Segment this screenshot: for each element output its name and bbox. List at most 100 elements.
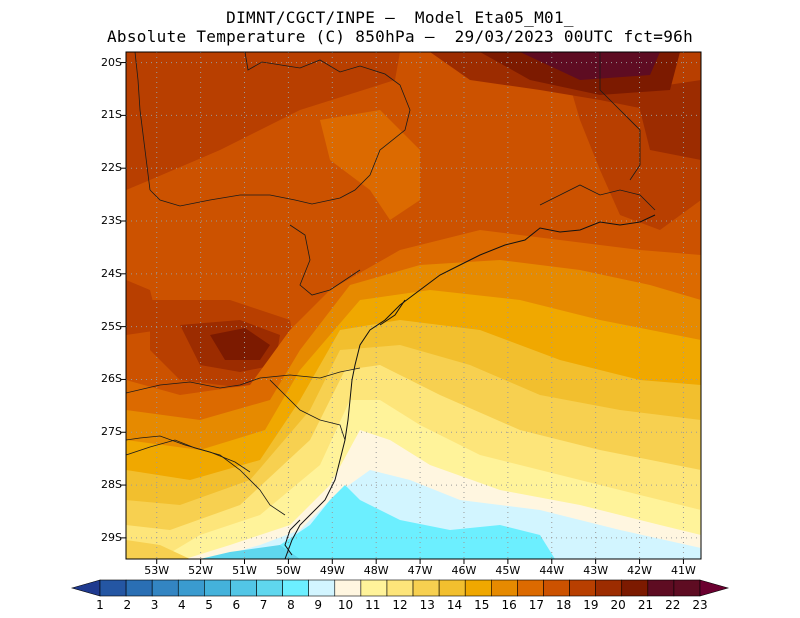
colorbar-box	[308, 579, 336, 597]
lat-label: 20S	[101, 55, 122, 69]
colorbar-label: 16	[501, 598, 517, 612]
field-8c-sw	[200, 545, 300, 559]
lon-label: 52W	[188, 564, 214, 577]
colorbar-label: 5	[205, 598, 213, 612]
border-ms-west	[134, 52, 151, 191]
colorbar	[70, 579, 730, 597]
colorbar-label: 8	[287, 598, 295, 612]
colorbar-label: 3	[150, 598, 159, 612]
colorbar-box	[621, 579, 649, 597]
colorbar-label: 23	[692, 598, 708, 612]
colorbar-label: 4	[177, 598, 186, 612]
colorbar-label: 10	[337, 598, 354, 612]
lat-label: 27S	[101, 425, 122, 439]
field-9c	[240, 485, 555, 559]
lon-label: 50W	[275, 564, 301, 577]
border-mg-es	[599, 52, 641, 181]
field-24c-north	[520, 52, 660, 80]
colorbar-box	[464, 579, 492, 597]
coastline	[284, 214, 656, 559]
colorbar-box	[438, 579, 466, 597]
border-sc-rs	[269, 379, 346, 441]
colorbar-label: 7	[259, 598, 268, 612]
lagoa-dos-patos	[284, 519, 301, 556]
field-23c-hotspot	[210, 328, 270, 360]
colorbar-box	[569, 579, 596, 597]
lon-label: 47W	[407, 564, 433, 577]
colorbar-label: 19	[583, 598, 599, 612]
colorbar-box	[412, 579, 440, 597]
lon-label: 49W	[319, 564, 345, 577]
lat-label: 28S	[101, 478, 122, 492]
lon-label: 42W	[627, 564, 652, 577]
colorbar-box	[177, 579, 205, 597]
lat-label: 22S	[101, 161, 122, 175]
field-14c-sw-corner	[126, 540, 190, 559]
colorbar-label: 1	[96, 598, 104, 612]
paranagua-bay	[379, 299, 406, 326]
lat-lon-grid	[126, 52, 701, 559]
lon-label: 48W	[363, 564, 389, 577]
colorbar-label: 6	[232, 598, 241, 612]
lat-label: 25S	[101, 319, 122, 333]
colorbar-box	[99, 579, 127, 597]
colorbar-box	[125, 579, 153, 597]
lat-label: 29S	[101, 530, 122, 544]
lat-label: 21S	[101, 108, 122, 122]
temperature-field	[126, 52, 701, 559]
colorbar-label: 20	[610, 598, 626, 612]
political-boundaries	[126, 52, 656, 516]
field-21c-west	[126, 280, 160, 335]
lon-label: 44W	[539, 564, 565, 577]
colorbar-label: 21	[637, 598, 654, 612]
map-title-line1: DIMNT/CGCT/INPE – Model Eta05_M01_	[226, 8, 574, 27]
lon-label: 51W	[232, 564, 257, 577]
lat-label: 24S	[101, 266, 122, 280]
border-rj	[539, 184, 656, 211]
lon-label: 43W	[583, 564, 609, 577]
lon-label: 53W	[144, 564, 170, 577]
axis-ticks	[121, 62, 684, 564]
colorbar-box	[673, 579, 701, 597]
colorbar-label: 14	[446, 598, 463, 612]
colorbar-label: 12	[392, 598, 408, 612]
colorbar-label: 17	[528, 598, 544, 612]
lat-label: 23S	[101, 214, 122, 227]
lon-label: 41W	[671, 564, 696, 577]
colorbar-label: 11	[365, 598, 381, 612]
field-22c-east	[635, 80, 701, 160]
map-title-line2: Absolute Temperature (C) 850hPa – 29/03/…	[106, 27, 694, 46]
border-pr-sp	[289, 224, 361, 296]
colorbar-box	[151, 579, 179, 597]
field-21c-northwest	[126, 52, 400, 190]
colorbar-box	[595, 579, 623, 597]
colorbar-box	[386, 579, 414, 597]
colorbar-label: 9	[314, 598, 322, 612]
colorbar-label: 22	[665, 598, 681, 612]
colorbar-label: 2	[123, 598, 132, 612]
border-rs-argentina	[126, 435, 251, 473]
colorbar-underflow-triangle	[70, 579, 101, 597]
colorbar-box	[517, 579, 544, 597]
colorbar-label: 18	[555, 598, 572, 612]
border-sc-pr	[126, 367, 361, 394]
colorbar-box	[647, 579, 675, 597]
colorbar-label: 13	[419, 598, 435, 612]
lat-label: 26S	[101, 372, 122, 386]
colorbar-box	[360, 579, 388, 597]
colorbar-box	[543, 579, 570, 597]
colorbar-box	[204, 579, 231, 597]
lon-label: 46W	[451, 564, 477, 577]
map-frame	[125, 51, 702, 560]
colorbar-box	[334, 579, 362, 597]
coastline-main	[284, 214, 656, 559]
colorbar-overflow-triangle	[699, 579, 730, 597]
border-ms-mg-sp	[149, 52, 411, 207]
colorbar-label: 15	[474, 598, 490, 612]
colorbar-box	[230, 579, 257, 597]
colorbar-box	[282, 579, 309, 597]
border-rs-uruguay	[126, 439, 286, 516]
lon-label: 45W	[495, 564, 521, 577]
colorbar-box	[491, 579, 518, 597]
